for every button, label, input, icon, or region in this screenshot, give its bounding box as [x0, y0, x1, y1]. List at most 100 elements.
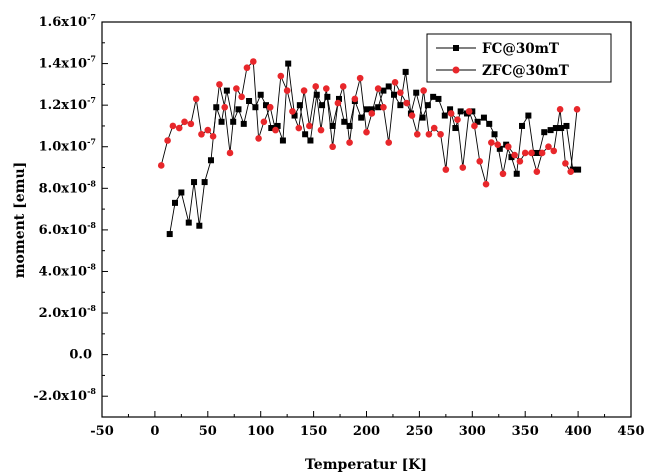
y-tick-label: 6.0x10-8	[39, 220, 97, 238]
data-point-zfc	[192, 95, 200, 103]
data-point-zfc	[511, 151, 518, 159]
y-tick-label: -2.0x10-8	[33, 386, 96, 404]
data-point-zfc	[368, 110, 376, 117]
data-point-zfc	[413, 130, 421, 138]
data-point-zfc	[175, 124, 183, 132]
y-tick-label: 1.6x10-7	[39, 12, 96, 30]
x-axis-title: Temperatur [K]	[305, 457, 427, 473]
data-point-zfc	[391, 78, 399, 86]
x-tick-label: 100	[247, 424, 274, 439]
data-point-fc	[341, 118, 348, 125]
data-point-zfc	[243, 64, 251, 72]
y-tick-mantissa: 1.6x10	[39, 15, 87, 30]
y-axis-title: moment [emu]	[12, 162, 28, 279]
data-point-fc	[346, 122, 353, 129]
data-point-fc	[519, 122, 526, 129]
data-point-zfc	[374, 85, 382, 92]
y-tick-label: 1.2x10-7	[39, 95, 96, 113]
data-point-fc	[402, 68, 409, 75]
data-point-zfc	[504, 143, 512, 151]
series-layer	[157, 58, 582, 238]
legend-marker-fc	[453, 45, 459, 51]
data-point-zfc	[403, 99, 411, 107]
data-point-fc	[480, 114, 487, 121]
data-point-zfc	[169, 122, 177, 130]
data-point-fc	[563, 122, 570, 129]
data-point-zfc	[442, 166, 450, 173]
data-point-zfc	[397, 89, 404, 96]
data-point-zfc	[306, 122, 313, 130]
y-tick-mantissa: 1.0x10	[39, 140, 87, 155]
data-point-zfc	[260, 118, 268, 126]
data-point-zfc	[538, 149, 546, 157]
data-point-fc	[307, 137, 314, 144]
data-point-fc	[496, 145, 503, 152]
data-point-zfc	[494, 141, 501, 148]
data-point-zfc	[573, 106, 581, 113]
data-point-fc	[552, 125, 559, 132]
x-tick-label: 350	[512, 424, 539, 439]
y-tick-exponent: -8	[87, 386, 96, 396]
legend-box	[426, 33, 612, 83]
data-point-zfc	[272, 126, 279, 134]
data-point-zfc	[516, 157, 524, 165]
y-tick-exponent: -8	[87, 178, 96, 188]
y-tick-mantissa: -2.0x10	[33, 389, 87, 404]
data-point-zfc	[567, 168, 574, 175]
data-point-zfc	[221, 103, 229, 111]
data-point-zfc	[545, 143, 552, 151]
data-point-fc	[230, 118, 237, 125]
data-point-zfc	[204, 126, 212, 134]
data-point-fc	[291, 112, 298, 119]
data-point-fc	[191, 179, 198, 186]
data-point-fc	[201, 179, 208, 186]
y-tick-exponent: -7	[87, 12, 96, 22]
legend-label-fc: FC@30mT	[482, 41, 559, 57]
data-point-fc	[172, 199, 179, 206]
data-point-fc	[525, 112, 532, 119]
data-point-fc	[257, 91, 264, 98]
x-tick-label: 150	[300, 424, 327, 439]
data-point-fc	[268, 125, 275, 132]
data-point-zfc	[380, 103, 387, 111]
data-point-fc	[324, 93, 331, 100]
data-point-fc	[358, 114, 365, 121]
data-point-zfc	[482, 180, 490, 188]
data-point-zfc	[408, 112, 416, 119]
y-tick-exponent: -7	[87, 54, 96, 64]
data-point-zfc	[322, 85, 330, 92]
data-point-fc	[368, 106, 375, 113]
data-point-fc	[274, 122, 281, 129]
data-point-fc	[363, 106, 370, 113]
y-tick-mantissa: 6.0x10	[39, 223, 87, 238]
data-point-zfc	[198, 130, 205, 138]
data-point-fc	[329, 122, 336, 129]
data-point-zfc	[556, 106, 564, 113]
data-point-zfc	[420, 87, 427, 94]
data-point-zfc	[233, 85, 240, 92]
data-point-fc	[296, 102, 303, 109]
data-point-fc	[513, 170, 520, 177]
data-point-fc	[435, 95, 442, 102]
x-tick-label: 400	[565, 424, 592, 439]
data-point-fc	[252, 104, 259, 111]
data-point-zfc	[157, 162, 165, 169]
data-point-zfc	[283, 87, 291, 94]
data-point-fc	[491, 131, 498, 138]
data-point-zfc	[488, 139, 495, 146]
data-point-zfc	[329, 143, 336, 151]
data-point-fc	[391, 91, 398, 98]
data-point-fc	[285, 60, 292, 67]
data-point-zfc	[164, 137, 171, 144]
data-point-fc	[185, 219, 192, 226]
x-tick-label: 250	[406, 424, 433, 439]
x-tick-label: 450	[617, 424, 644, 439]
legend-label-zfc: ZFC@30mT	[482, 63, 569, 79]
data-point-zfc	[249, 58, 257, 65]
data-point-zfc	[437, 130, 444, 138]
data-point-zfc	[255, 135, 262, 142]
data-point-zfc	[528, 149, 535, 157]
data-point-fc	[424, 102, 431, 109]
data-point-fc	[413, 89, 420, 96]
